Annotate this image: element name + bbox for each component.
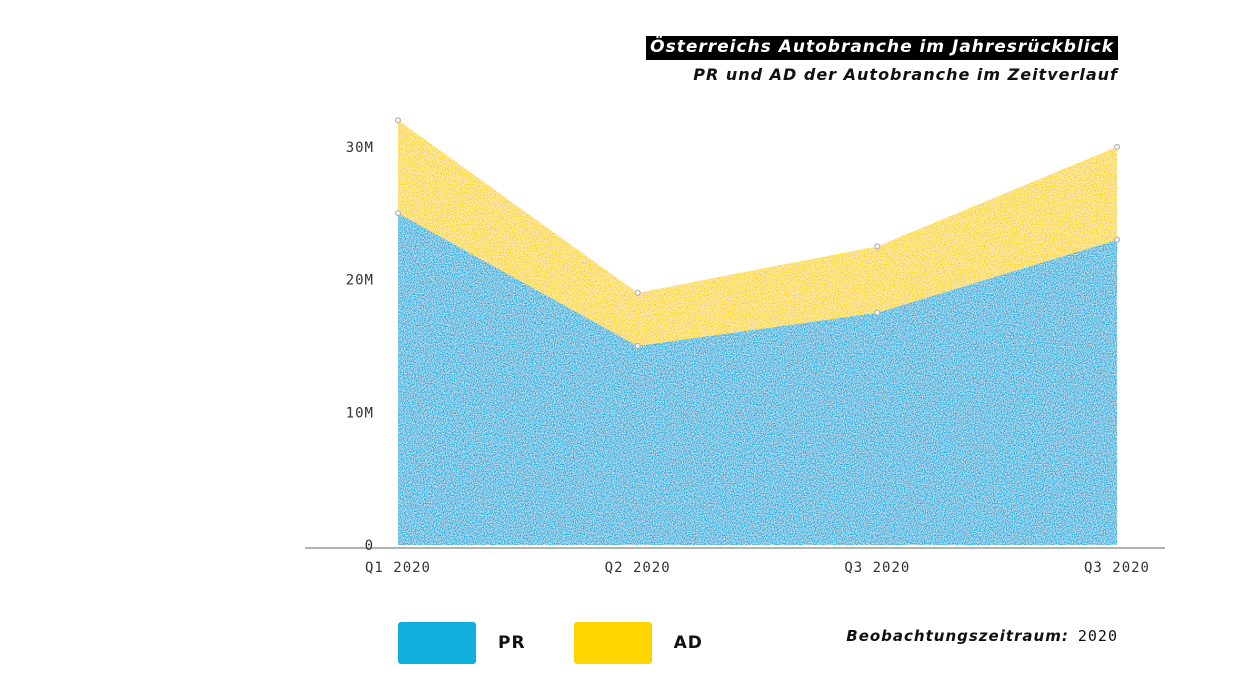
x-tick-group: Q1 2020 Q2 2020 Q3 2020 Q3 2020 [365, 560, 1150, 576]
area-ad [398, 120, 1117, 346]
observation-period: Beobachtungszeitraum: 2020 [846, 627, 1118, 645]
point-ad-2[interactable] [874, 243, 881, 250]
x-tick-label: Q1 2020 [365, 560, 431, 576]
y-tick-label: 10M [346, 405, 374, 421]
y-tick-label: 20M [346, 273, 374, 289]
point-pr-0[interactable] [395, 210, 401, 217]
x-tick-label: Q3 2020 [1084, 560, 1150, 576]
chart-subtitle: PR und AD der Autobranche im Zeitverlauf [693, 65, 1118, 84]
points-group [395, 117, 1120, 349]
area-pr [398, 213, 1117, 545]
legend-swatch-ad [573, 622, 652, 664]
point-pr-2[interactable] [874, 309, 881, 316]
y-tick-label: 0 [365, 538, 374, 554]
point-ad-0[interactable] [395, 117, 401, 124]
x-tick-label: Q2 2020 [605, 560, 671, 576]
point-ad-1[interactable] [634, 289, 641, 296]
y-tick-label: 30M [346, 140, 374, 156]
point-pr-3[interactable] [1114, 236, 1120, 243]
period-value: 2020 [1077, 627, 1118, 645]
period-label: Beobachtungszeitraum: [846, 627, 1069, 645]
legend-swatch-pr [398, 622, 476, 664]
y-tick-group: 0 10M 20M 30M [346, 140, 374, 554]
point-ad-3[interactable] [1114, 143, 1120, 150]
legend-label-ad: AD [673, 633, 703, 653]
areas-group [398, 120, 1117, 545]
point-pr-1[interactable] [634, 342, 641, 349]
chart-title: Österreichs Autobranche im Jahresrückbli… [646, 36, 1118, 60]
legend-label-pr: PR [498, 633, 526, 653]
legend: PR AD [398, 622, 703, 664]
x-tick-label: Q3 2020 [844, 560, 910, 576]
